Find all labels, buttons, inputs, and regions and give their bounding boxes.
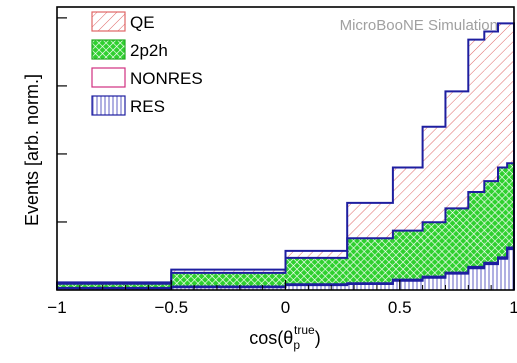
- bar-2p2h-bin-3: [347, 238, 393, 284]
- bar-res-bin-5: [422, 277, 446, 290]
- histogram-outlines: [56, 22, 515, 290]
- watermark-text: MicroBooNE Simulation: [340, 17, 498, 34]
- x-axis-title-sup: true: [294, 323, 315, 337]
- x-tick-label: 1: [509, 298, 517, 317]
- bar-res-bin-6: [445, 273, 469, 290]
- bar-res-bin-2: [285, 285, 348, 290]
- bar-qe-bin-9: [498, 23, 508, 168]
- bar-res-bin-10: [507, 249, 514, 290]
- bar-2p2h-bin-9: [498, 167, 508, 258]
- bar-2p2h-bin-10: [507, 163, 514, 248]
- bar-qe-bin-6: [445, 91, 469, 209]
- bar-res-bin-1: [171, 287, 286, 290]
- legend: QE 2p2h NONRES RES: [91, 11, 203, 116]
- bar-2p2h-bin-1: [171, 272, 286, 287]
- bar-2p2h-bin-5: [422, 222, 446, 277]
- outline-nonres: [56, 246, 515, 290]
- x-axis-title-sub: p: [293, 338, 300, 352]
- x-axis-title-close: ): [315, 328, 321, 348]
- bar-qe-bin-8: [484, 31, 499, 182]
- bar-res-bin-4: [392, 280, 423, 290]
- bar-res-bin-3: [347, 284, 393, 290]
- axis-ticks: −1 −0.5 0 0.5 1: [47, 17, 517, 317]
- outline-2p2h: [56, 162, 515, 290]
- x-axis-title-main: cos(θ: [249, 328, 293, 348]
- bar-res-bin-9: [498, 258, 508, 290]
- bar-2p2h-bin-6: [445, 208, 469, 273]
- legend-swatch-res: [91, 95, 126, 116]
- bar-res-bin-7: [468, 268, 485, 290]
- x-tick-label: −1: [47, 298, 66, 317]
- bar-qe-bin-3: [347, 202, 393, 239]
- outline-qe: [56, 22, 515, 290]
- histogram-bars: [57, 23, 514, 290]
- legend-swatch-nonres: [91, 67, 126, 88]
- bar-qe-bin-4: [392, 167, 423, 231]
- legend-swatch-2p2h: [91, 39, 126, 60]
- bar-2p2h-bin-2: [285, 257, 348, 285]
- y-axis-title: Events [arb. norm.]: [22, 74, 42, 226]
- bar-qe-bin-10: [507, 23, 514, 164]
- bar-qe-bin-2: [285, 250, 348, 258]
- bar-qe-bin-5: [422, 126, 446, 223]
- legend-swatch-qe: [91, 11, 126, 32]
- legend-label-qe: QE: [130, 13, 155, 32]
- bar-res-bin-8: [484, 264, 499, 290]
- bar-qe-bin-7: [468, 39, 485, 193]
- legend-label-2p2h: 2p2h: [130, 41, 168, 60]
- x-tick-label: −0.5: [154, 298, 188, 317]
- bar-2p2h-bin-0: [57, 283, 172, 288]
- bar-qe-bin-1: [171, 269, 286, 273]
- bar-2p2h-bin-4: [392, 230, 423, 280]
- x-axis-title: cos(θptrue): [249, 323, 320, 352]
- x-tick-label: 0.5: [388, 298, 412, 317]
- x-tick-label: 0: [281, 298, 290, 317]
- legend-label-res: RES: [130, 97, 165, 116]
- bar-2p2h-bin-7: [468, 192, 485, 267]
- bar-2p2h-bin-8: [484, 181, 499, 263]
- legend-label-nonres: NONRES: [130, 69, 203, 88]
